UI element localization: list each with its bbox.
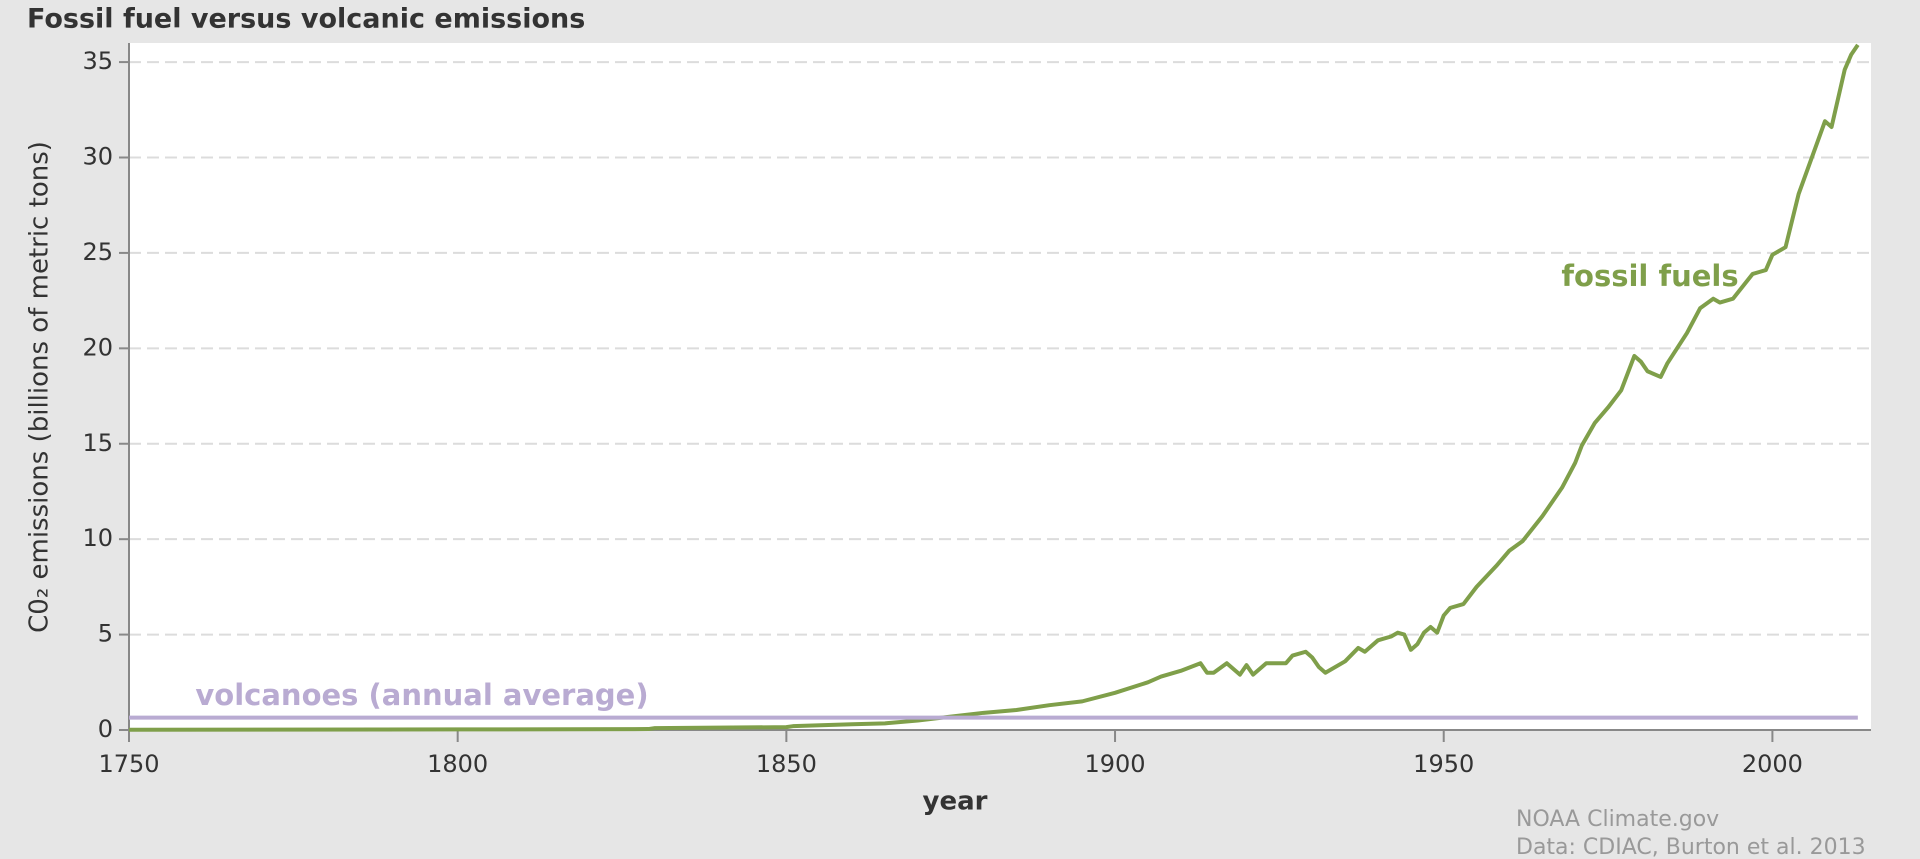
x-tick-label: 1800 bbox=[427, 750, 488, 778]
x-tick-label: 1850 bbox=[756, 750, 817, 778]
y-tick-label: 5 bbox=[98, 620, 113, 648]
source: NOAA Climate.gov bbox=[1516, 807, 1719, 832]
y-tick-label: 0 bbox=[98, 715, 113, 743]
y-tick-label: 30 bbox=[82, 143, 113, 171]
x-axis-label: year bbox=[923, 787, 988, 817]
y-tick-label: 10 bbox=[82, 524, 113, 552]
y-tick-label: 20 bbox=[82, 333, 113, 361]
y-tick-label: 15 bbox=[82, 429, 113, 457]
chart-title: Fossil fuel versus volcanic emissions bbox=[27, 4, 585, 35]
x-tick-label: 1750 bbox=[98, 750, 159, 778]
y-tick-label: 25 bbox=[82, 238, 113, 266]
series-label: volcanoes (annual average) bbox=[195, 678, 648, 712]
x-tick-label: 2000 bbox=[1742, 750, 1803, 778]
y-axis-label: C0₂ emissions (billions of metric tons) bbox=[25, 141, 55, 633]
x-tick-label: 1900 bbox=[1084, 750, 1145, 778]
series-label: fossil fuels bbox=[1561, 259, 1738, 293]
x-tick-label: 1950 bbox=[1413, 750, 1474, 778]
series-line bbox=[128, 43, 1860, 732]
y-tick-label: 35 bbox=[82, 47, 113, 75]
source: Data: CDIAC, Burton et al. 2013 bbox=[1516, 835, 1866, 859]
plot-area bbox=[129, 43, 1871, 730]
